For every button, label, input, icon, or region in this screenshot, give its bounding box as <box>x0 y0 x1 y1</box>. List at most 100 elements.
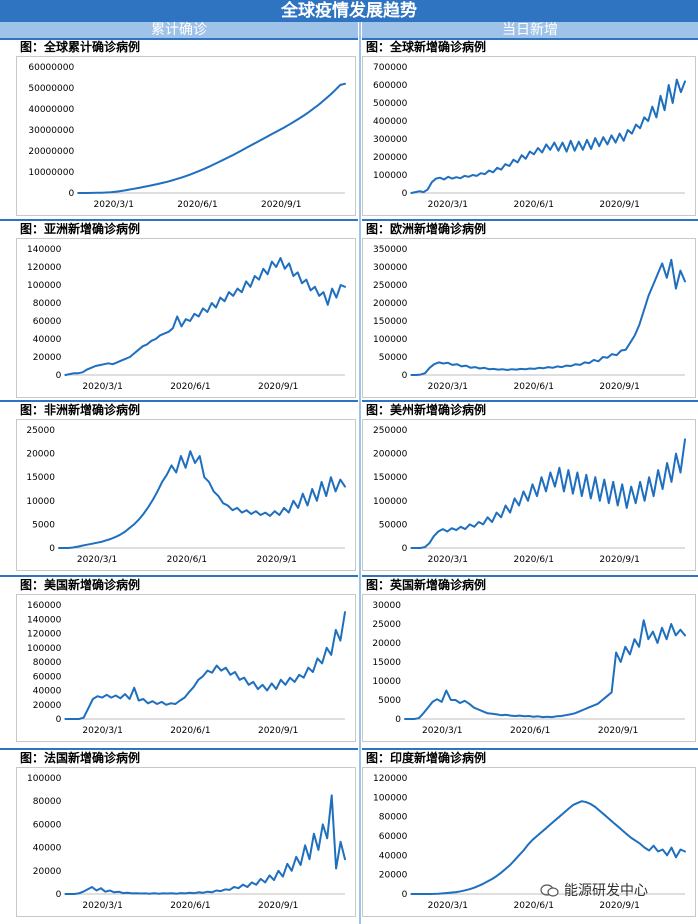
x-tick-label: 2020/3/1 <box>82 726 122 736</box>
y-tick-label: 120000 <box>373 774 408 784</box>
x-tick-label: 2020/9/1 <box>261 200 301 210</box>
chart-africa-daily: 0 5000 10000 15000 20000 25000 2020/3/1 2020/6/… <box>16 419 356 571</box>
y-tick-label: 40000 <box>33 335 62 345</box>
y-tick-label: 700000 <box>373 63 408 73</box>
y-tick-label: 0 <box>56 890 62 900</box>
y-tick-label: 50000000 <box>28 84 74 94</box>
y-tick-label: 100000 <box>27 774 62 784</box>
y-tick-label: 40000 <box>379 851 408 861</box>
plot-svg: 0 20000 40000 60000 80000 100000 120000 2020/3/… <box>373 774 686 911</box>
x-tick-label: 2020/3/1 <box>428 382 468 392</box>
chart-title-asia-daily: 图：亚洲新增确诊病例 <box>20 222 141 236</box>
x-tick-label: 2020/3/1 <box>422 726 462 736</box>
y-tick-label: 0 <box>49 544 55 554</box>
plot-svg: 0 5000 10000 15000 20000 25000 30000 2020/3/1 20… <box>372 601 686 736</box>
row-separator <box>362 38 698 40</box>
y-tick-label: 80000 <box>33 658 62 668</box>
y-tick-label: 0 <box>395 715 401 725</box>
x-tick-label: 2020/3/1 <box>94 200 134 210</box>
plot-svg: 0 50000 100000 150000 200000 250000 300000 3500… <box>373 245 686 392</box>
y-tick-label: 200000 <box>373 450 408 460</box>
series-line <box>77 82 346 194</box>
x-tick-label: 2020/3/1 <box>77 555 117 565</box>
row-separator <box>362 219 698 221</box>
chart-title-usa-daily: 图：美国新增确诊病例 <box>20 578 141 592</box>
y-tick-label: 150000 <box>373 317 408 327</box>
y-tick-label: 20000 <box>372 639 401 649</box>
y-tick-label: 80000 <box>33 797 62 807</box>
y-tick-label: 200000 <box>373 153 408 163</box>
chart-title-india-daily: 图：印度新增确诊病例 <box>366 751 487 765</box>
plot-svg: 0 50000 100000 150000 200000 250000 2020/3/1 20… <box>373 426 686 565</box>
y-tick-label: 80000 <box>33 299 62 309</box>
y-tick-label: 0 <box>402 544 408 554</box>
x-tick-label: 2020/9/1 <box>258 382 298 392</box>
series-line <box>64 611 346 720</box>
y-tick-label: 350000 <box>373 245 408 255</box>
y-tick-label: 0 <box>56 371 62 381</box>
y-tick-label: 100000 <box>27 281 62 291</box>
series-line <box>404 619 686 720</box>
chart-india-daily: 0 20000 40000 60000 80000 100000 120000 2020/3/… <box>362 767 696 917</box>
y-tick-label: 20000 <box>33 701 62 711</box>
row-separator <box>0 38 358 40</box>
x-tick-label: 2020/9/1 <box>598 726 638 736</box>
y-tick-label: 40000 <box>33 687 62 697</box>
plot-svg: 0 10000000 20000000 30000000 40000000 5000000… <box>28 63 346 210</box>
y-tick-label: 5000 <box>378 696 401 706</box>
chart-title-france-daily: 图：法国新增确诊病例 <box>20 751 141 765</box>
chart-europe-daily: 0 50000 100000 150000 200000 250000 300000 3500… <box>362 238 696 398</box>
row-separator <box>362 748 698 750</box>
y-tick-label: 100000 <box>373 335 408 345</box>
x-tick-label: 2020/3/1 <box>428 555 468 565</box>
y-tick-label: 100000 <box>373 793 408 803</box>
row-separator <box>362 575 698 577</box>
x-tick-label: 2020/6/1 <box>514 382 554 392</box>
series-line <box>64 257 346 376</box>
x-tick-label: 2020/3/1 <box>82 901 122 911</box>
y-tick-label: 50000 <box>379 520 408 530</box>
x-tick-label: 2020/9/1 <box>599 555 639 565</box>
y-tick-label: 300000 <box>373 135 408 145</box>
y-tick-label: 100000 <box>27 644 62 654</box>
chart-title-global-cumulative: 图：全球累计确诊病例 <box>20 40 141 54</box>
y-tick-label: 250000 <box>373 426 408 436</box>
chart-title-americas-daily: 图：美州新增确诊病例 <box>366 403 487 417</box>
y-tick-label: 0 <box>402 371 408 381</box>
chart-global-cumulative: 0 10000000 20000000 30000000 40000000 5000000… <box>16 56 356 216</box>
y-tick-label: 0 <box>402 189 408 199</box>
y-tick-label: 600000 <box>373 81 408 91</box>
y-tick-label: 5000 <box>32 520 55 530</box>
chart-title-africa-daily: 图：非洲新增确诊病例 <box>20 403 141 417</box>
chart-title-europe-daily: 图：欧洲新增确诊病例 <box>366 222 487 236</box>
chart-global-daily: 0 100000 200000 300000 400000 500000 600000 700… <box>362 56 696 216</box>
y-tick-label: 40000 <box>33 844 62 854</box>
x-tick-label: 2020/6/1 <box>170 726 210 736</box>
y-tick-label: 60000000 <box>28 63 74 73</box>
row-separator <box>362 400 698 402</box>
series-line <box>64 794 346 895</box>
y-tick-label: 120000 <box>27 630 62 640</box>
y-tick-label: 60000 <box>33 820 62 830</box>
x-tick-label: 2020/6/1 <box>170 382 210 392</box>
y-tick-label: 400000 <box>373 117 408 127</box>
y-tick-label: 25000 <box>372 620 401 630</box>
y-tick-label: 25000 <box>26 426 55 436</box>
x-tick-label: 2020/9/1 <box>599 382 639 392</box>
y-tick-label: 10000000 <box>28 168 74 178</box>
plot-svg: 0 20000 40000 60000 80000 100000 2020/3/1 2020/… <box>27 774 346 911</box>
y-tick-label: 20000 <box>33 867 62 877</box>
y-tick-label: 100000 <box>373 171 408 181</box>
y-tick-label: 160000 <box>27 601 62 611</box>
x-tick-label: 2020/3/1 <box>82 382 122 392</box>
x-tick-label: 2020/6/1 <box>514 901 554 911</box>
y-tick-label: 100000 <box>373 497 408 507</box>
y-tick-label: 50000 <box>379 353 408 363</box>
chart-asia-daily: 0 20000 40000 60000 80000 100000 120000 140000 2… <box>16 238 356 398</box>
series-line <box>410 78 686 194</box>
y-tick-label: 20000 <box>26 450 55 460</box>
wechat-icon <box>540 884 559 897</box>
y-tick-label: 0 <box>68 189 74 199</box>
x-tick-label: 2020/6/1 <box>510 726 550 736</box>
series-line <box>410 800 686 895</box>
